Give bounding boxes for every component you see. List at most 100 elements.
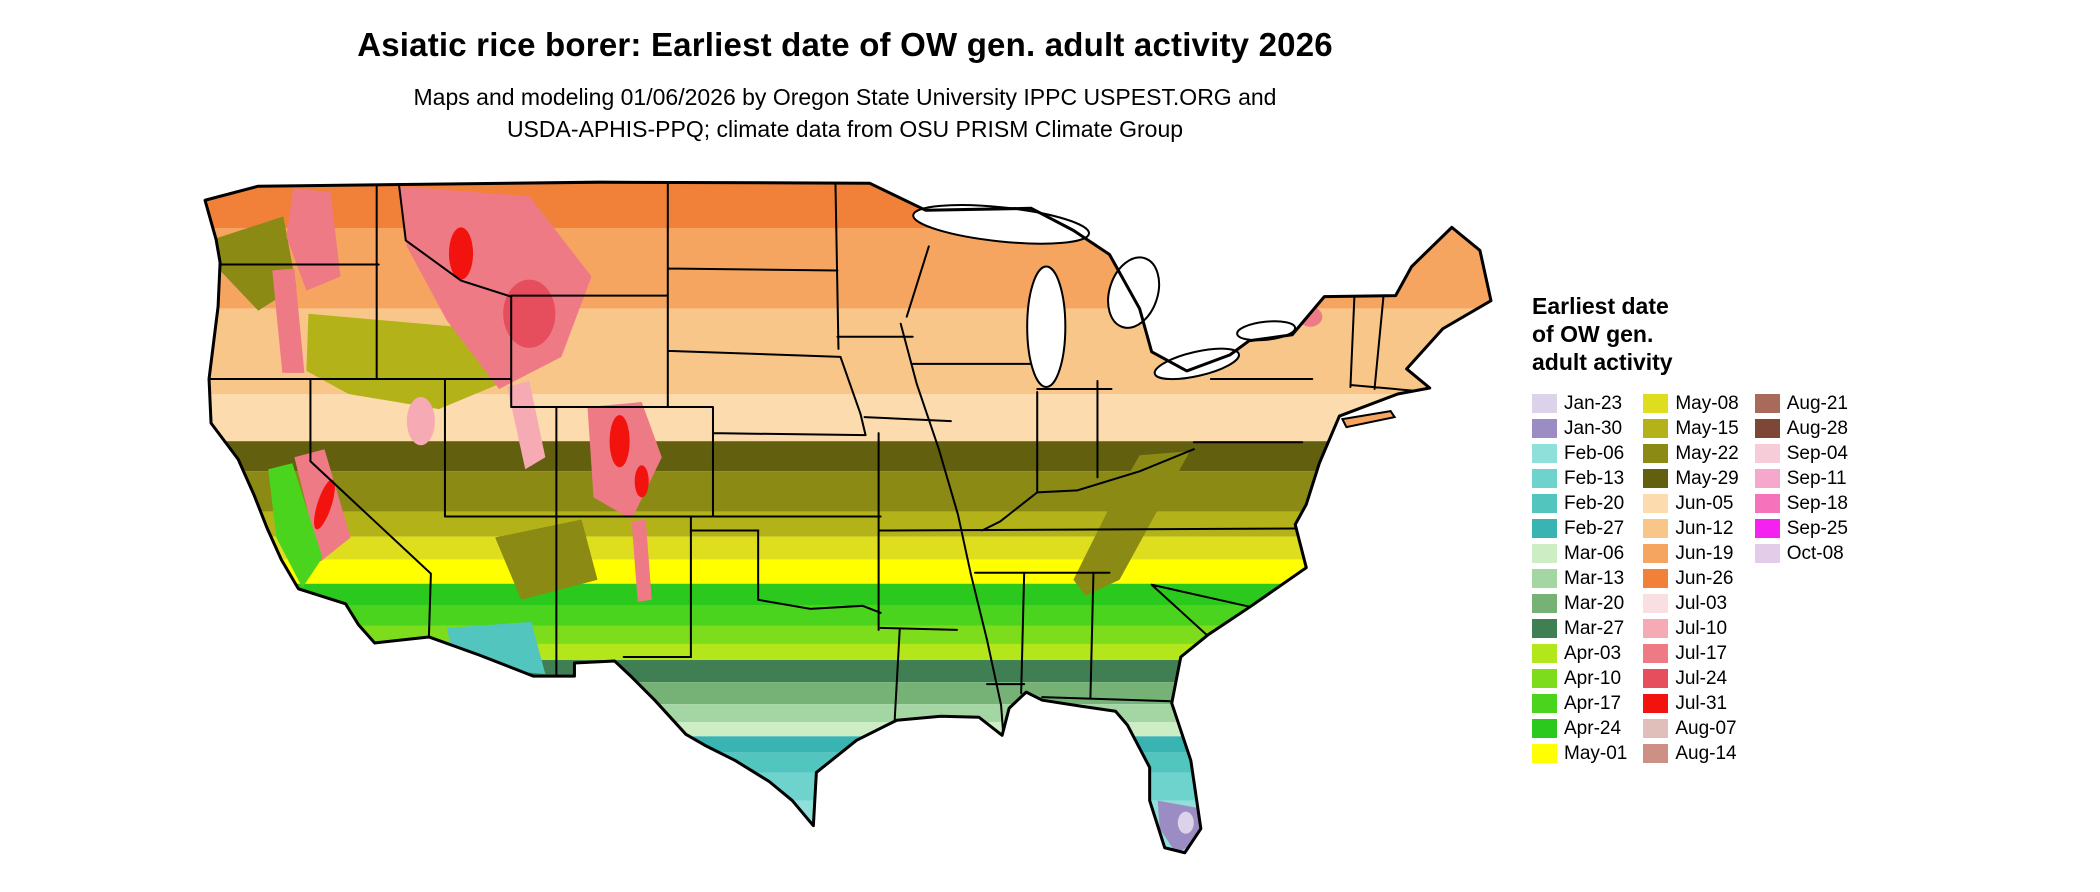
- legend-label: Aug-28: [1786, 417, 1848, 439]
- legend-entry: Feb-27: [1532, 516, 1627, 541]
- legend-column-3: Aug-21 Aug-28 Sep-04 Sep-11 Sep-18 Sep-25 Oct-…: [1754, 391, 1848, 566]
- legend-entry: Jan-23: [1532, 391, 1627, 416]
- legend-label: Jan-30: [1564, 417, 1623, 439]
- legend-entry: Aug-07: [1643, 716, 1738, 741]
- map-band: [205, 772, 1491, 801]
- legend-swatch: [1643, 469, 1669, 489]
- legend-swatch: [1643, 694, 1669, 714]
- legend-swatch: [1643, 394, 1669, 414]
- legend-entry: Apr-17: [1532, 691, 1627, 716]
- map-band: [205, 605, 1491, 626]
- map-band: [205, 736, 1491, 753]
- legend-entry: Jan-30: [1532, 416, 1627, 441]
- legend-entry: Aug-14: [1643, 741, 1738, 766]
- map-patch-or-cascades: [272, 268, 305, 373]
- legend-column-1: Jan-23 Jan-30 Feb-06 Feb-13 Feb-20 Feb-27 Mar-…: [1532, 391, 1627, 766]
- legend-entry: Jul-24: [1643, 666, 1738, 691]
- legend-swatch: [1643, 619, 1669, 639]
- legend-label: Feb-13: [1564, 467, 1625, 489]
- map-patch-se-or-khaki: [306, 313, 500, 410]
- map-patch-mt-peaks: [448, 227, 474, 280]
- legend-swatch: [1754, 444, 1780, 464]
- map-patch-az-rim: [495, 519, 598, 600]
- legend-entry: Apr-10: [1532, 666, 1627, 691]
- legend-swatch: [1532, 494, 1557, 514]
- legend-swatch: [1532, 469, 1557, 489]
- legend-title: Earliest date of OW gen. adult activity: [1532, 292, 2092, 376]
- legend-column-2: May-08 May-15 May-22 May-29 Jun-05 Jun-12 Jun-…: [1643, 391, 1739, 766]
- legend-label: Apr-10: [1564, 667, 1622, 689]
- map-band: [205, 722, 1491, 737]
- legend-entry: May-22: [1643, 441, 1739, 466]
- map-band: [205, 441, 1491, 472]
- map-patch-central-valley: [268, 463, 323, 588]
- legend-swatch: [1643, 444, 1669, 464]
- legend-swatch: [1643, 494, 1669, 514]
- map-band: [205, 182, 1491, 229]
- lake-erie: [1153, 347, 1240, 381]
- map-band: [205, 704, 1491, 723]
- legend-swatch: [1643, 719, 1669, 739]
- legend-label: Apr-03: [1564, 642, 1622, 664]
- legend-label: Jun-12: [1675, 517, 1734, 539]
- legend-label: Jan-23: [1564, 392, 1623, 414]
- legend-entry: Jul-10: [1643, 616, 1738, 641]
- legend-swatch: [1754, 394, 1780, 414]
- us-map: [203, 180, 1493, 855]
- legend-swatch: [1532, 744, 1557, 764]
- legend-entry: Feb-06: [1532, 441, 1627, 466]
- legend-swatch: [1532, 394, 1557, 414]
- legend-entry: Sep-25: [1754, 516, 1848, 541]
- legend-title-line-1: Earliest date: [1532, 293, 1669, 319]
- legend-swatch: [1532, 719, 1557, 739]
- legend-label: Mar-13: [1564, 567, 1625, 589]
- legend-entry: May-15: [1643, 416, 1739, 441]
- legend-swatch: [1754, 494, 1780, 514]
- legend-swatch: [1643, 669, 1669, 689]
- us-outline: [203, 180, 1493, 855]
- legend-entry: Mar-06: [1532, 541, 1627, 566]
- map-patch-nm-mountains: [631, 519, 652, 602]
- map-patch-co-peaks-2: [634, 465, 649, 498]
- legend-swatch: [1532, 419, 1557, 439]
- legend-entry: Jun-12: [1643, 516, 1738, 541]
- legend-swatch: [1532, 694, 1557, 714]
- legend-label: Apr-24: [1564, 717, 1622, 739]
- legend-entry: Mar-13: [1532, 566, 1627, 591]
- legend-entry: Jul-03: [1643, 591, 1738, 616]
- legend-label: May-08: [1675, 392, 1739, 414]
- legend-label: Jun-19: [1675, 542, 1734, 564]
- map-patch-white-mountains: [1381, 262, 1394, 295]
- legend-entry: Jun-05: [1643, 491, 1738, 516]
- map-band: [205, 682, 1491, 705]
- long-island: [1340, 409, 1397, 429]
- legend-entry: Aug-28: [1754, 416, 1848, 441]
- legend-entry: May-08: [1643, 391, 1739, 416]
- legend-label: Jul-17: [1675, 642, 1728, 664]
- map-band: [205, 471, 1491, 512]
- legend-label: May-01: [1564, 742, 1628, 764]
- legend-label: May-22: [1675, 442, 1739, 464]
- legend-swatch: [1643, 644, 1669, 664]
- legend-title-line-3: adult activity: [1532, 349, 1673, 376]
- map-band: [205, 583, 1491, 606]
- legend-label: Jul-31: [1675, 692, 1728, 714]
- map-band: [205, 800, 1491, 853]
- legend-swatch: [1643, 594, 1669, 614]
- legend-label: Mar-27: [1564, 617, 1625, 639]
- legend-swatch: [1643, 419, 1669, 439]
- legend-label: Sep-11: [1786, 467, 1847, 489]
- legend-label: Mar-20: [1564, 592, 1625, 614]
- legend-label: Jul-03: [1675, 592, 1728, 614]
- lake-michigan: [1026, 265, 1067, 388]
- legend-swatch: [1532, 619, 1557, 639]
- map-subtitle: Maps and modeling 01/06/2026 by Oregon S…: [0, 82, 1690, 145]
- legend-label: Sep-04: [1786, 442, 1848, 464]
- legend-label: Jun-05: [1675, 492, 1734, 514]
- legend-label: Aug-07: [1675, 717, 1737, 739]
- legend-label: Feb-06: [1564, 442, 1625, 464]
- legend-swatch: [1532, 644, 1557, 664]
- legend-entry: Mar-20: [1532, 591, 1627, 616]
- legend-entry: May-01: [1532, 741, 1627, 766]
- legend-label: Apr-17: [1564, 692, 1622, 714]
